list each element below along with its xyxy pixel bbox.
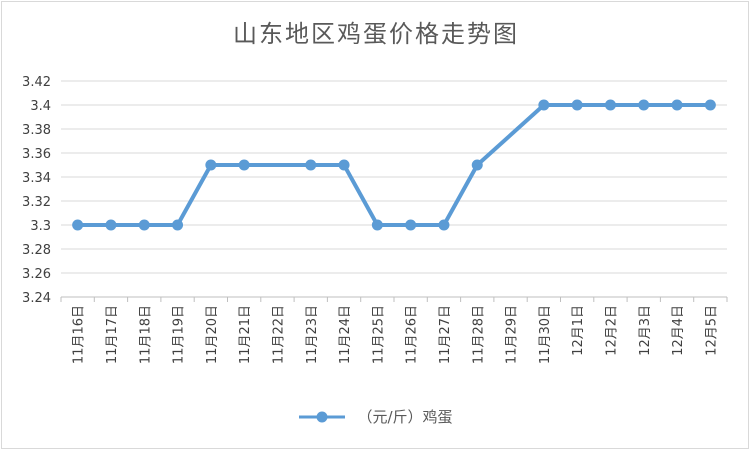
x-tick-label: 12月5日: [704, 305, 719, 356]
y-tick-label: 3.36: [22, 147, 51, 162]
y-tick-label: 3.32: [22, 195, 51, 210]
data-point: [105, 219, 117, 231]
legend-label: （元/斤）鸡蛋: [357, 408, 453, 426]
x-tick-label: 11月28日: [471, 305, 486, 364]
x-tick-label: 12月3日: [638, 305, 653, 356]
x-tick-label: 11月22日: [271, 305, 286, 364]
x-tick-label: 12月4日: [671, 305, 686, 356]
data-point: [571, 99, 583, 111]
chart-title: 山东地区鸡蛋价格走势图: [233, 20, 519, 48]
y-tick-label: 3.4: [30, 99, 51, 114]
x-tick-label: 11月23日: [305, 305, 320, 364]
data-point: [305, 159, 317, 171]
x-tick-label: 11月16日: [72, 305, 87, 364]
data-point: [704, 99, 716, 111]
data-point: [238, 159, 250, 171]
x-tick-label: 11月20日: [205, 305, 220, 364]
data-point: [205, 159, 217, 171]
data-point: [604, 99, 616, 111]
x-tick-label: 11月19日: [172, 305, 187, 364]
x-tick-label: 12月1日: [571, 305, 586, 356]
x-tick-label: 11月18日: [138, 305, 153, 364]
x-tick-label: 11月26日: [405, 305, 420, 364]
x-tick-label: 12月2日: [604, 305, 619, 356]
x-tick-label: 11月25日: [371, 305, 386, 364]
data-point: [438, 219, 450, 231]
x-tick-label: 11月27日: [438, 305, 453, 364]
data-point: [405, 219, 417, 231]
data-point: [338, 159, 350, 171]
legend-swatch: [299, 411, 346, 422]
y-tick-label: 3.38: [22, 123, 51, 138]
series-line: [77, 103, 711, 227]
data-point: [671, 99, 683, 111]
y-tick-label: 3.28: [22, 243, 51, 258]
data-point: [471, 159, 483, 171]
y-tick-label: 3.34: [22, 171, 51, 186]
x-tick-label: 11月24日: [338, 305, 353, 364]
y-tick-label: 3.26: [22, 267, 51, 282]
data-point: [538, 99, 550, 111]
x-tick-label: 11月29日: [505, 305, 520, 364]
x-tick-label: 11月21日: [238, 305, 253, 364]
x-tick-label: 11月30日: [538, 305, 553, 364]
data-point: [638, 99, 650, 111]
data-point: [371, 219, 383, 231]
y-tick-label: 3.42: [22, 75, 51, 90]
data-point: [138, 219, 150, 231]
x-tick-label: 11月17日: [105, 305, 120, 364]
legend: （元/斤）鸡蛋: [0, 406, 752, 427]
data-point: [172, 219, 184, 231]
data-point: [72, 219, 84, 231]
y-tick-label: 3.24: [22, 291, 51, 306]
y-tick-label: 3.3: [30, 219, 51, 234]
